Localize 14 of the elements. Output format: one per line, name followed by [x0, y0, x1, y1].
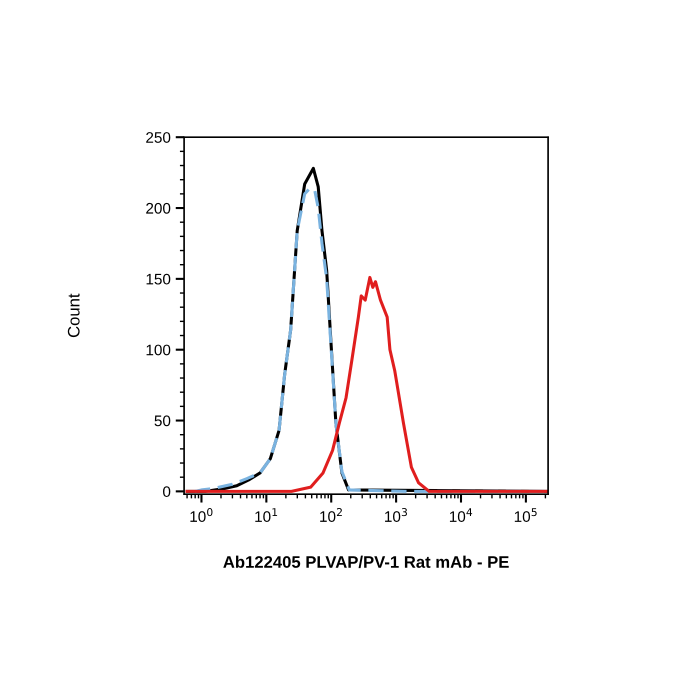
- x-tick-label: 10$^{2}$: [320, 508, 342, 522]
- x-tick-label: 10$^{1}$: [255, 508, 278, 522]
- x-axis-title: Ab122405 PLVAP/PV-1 Rat mAb - PE: [223, 556, 509, 568]
- y-tick-label: 200: [146, 202, 170, 214]
- y-tick-label: 150: [146, 274, 170, 285]
- x-tick-label: 10$^{3}$: [385, 508, 407, 522]
- y-tick-label: 250: [146, 132, 170, 143]
- y-tick-label: 100: [146, 344, 170, 356]
- x-tick-label: 10$^{5}$: [514, 508, 537, 522]
- y-tick-label: 50: [154, 415, 170, 426]
- x-tick-label: 10$^{0}$: [190, 508, 212, 522]
- y-axis-title: Count: [68, 294, 80, 338]
- y-tick-label: 0: [163, 486, 170, 498]
- x-tick-label: 10$^{4}$: [450, 508, 472, 522]
